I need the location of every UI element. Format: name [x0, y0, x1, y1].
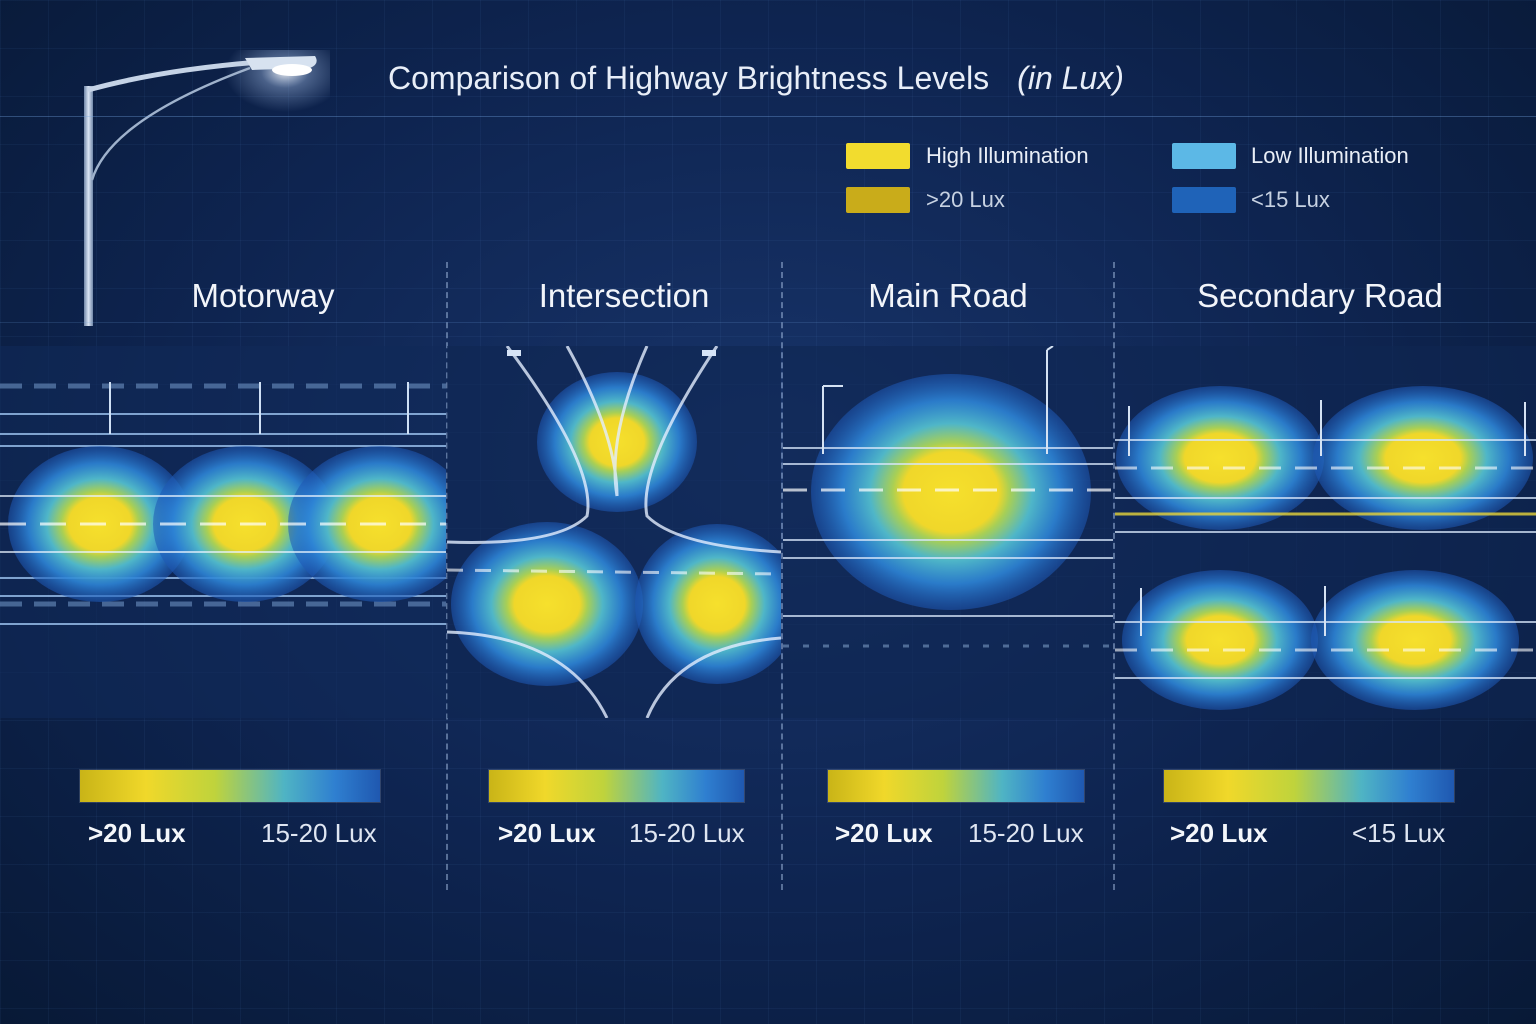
legend-low-range: <15 Lux: [1251, 187, 1330, 212]
intersection-scale-high-label: >20 Lux: [498, 818, 596, 848]
secondary-road-light-pool: [1313, 386, 1533, 530]
column-title-main-road: Main Road: [868, 277, 1028, 314]
title-text: Comparison of Highway Brightness Levels: [388, 60, 990, 96]
motorway-illumination-panel: [0, 346, 446, 718]
legend-low-label: Low Illumination: [1251, 143, 1409, 168]
legend-high-range-swatch: [846, 187, 910, 213]
secondary-road-lux-scale: [1164, 770, 1454, 802]
title-unit-note: (in Lux): [1017, 60, 1124, 96]
secondary-road-scale-high-label: >20 Lux: [1170, 818, 1268, 848]
column-title-motorway: Motorway: [191, 277, 335, 314]
secondary-road-light-pool: [1116, 386, 1324, 530]
street-lamp-icon: [84, 50, 330, 326]
column-divider: [781, 262, 783, 890]
intersection-light-pool: [451, 522, 643, 686]
intersection-illumination-panel: [447, 346, 781, 718]
light-pole-icon: [822, 346, 1054, 454]
column-title-secondary-road: Secondary Road: [1197, 277, 1443, 314]
main-road-light-pool: [811, 374, 1091, 610]
legend-high-label: High Illumination: [926, 143, 1089, 168]
section-rule-top: [0, 322, 1536, 323]
secondary-road-illumination-panel: [1115, 346, 1536, 718]
legend-high-range: >20 Lux: [926, 187, 1005, 212]
main-road-scale-high-label: >20 Lux: [835, 818, 933, 848]
motorway-scale-low-label: 15-20 Lux: [261, 818, 377, 848]
main-road-lux-scale: [828, 770, 1084, 802]
chart-title: Comparison of Highway Brightness Levels (…: [388, 56, 1124, 100]
column-divider: [1113, 262, 1115, 890]
secondary-road-light-pool: [1122, 570, 1318, 710]
legend-low-range-swatch: [1172, 187, 1236, 213]
legend-low-swatch: [1172, 143, 1236, 169]
main-road-illumination-panel: [783, 346, 1113, 718]
secondary-road-light-pool: [1311, 570, 1519, 710]
secondary-road-scale-low-label: <15 Lux: [1352, 818, 1446, 848]
column-title-intersection: Intersection: [538, 277, 710, 314]
intersection-lux-scale: [489, 770, 744, 802]
motorway-scale-high-label: >20 Lux: [88, 818, 186, 848]
main-road-scale-low-label: 15-20 Lux: [968, 818, 1084, 848]
header-rule: [0, 116, 1536, 117]
motorway-lux-scale: [80, 770, 380, 802]
legend-high-swatch: [846, 143, 910, 169]
intersection-scale-low-label: 15-20 Lux: [629, 818, 745, 848]
